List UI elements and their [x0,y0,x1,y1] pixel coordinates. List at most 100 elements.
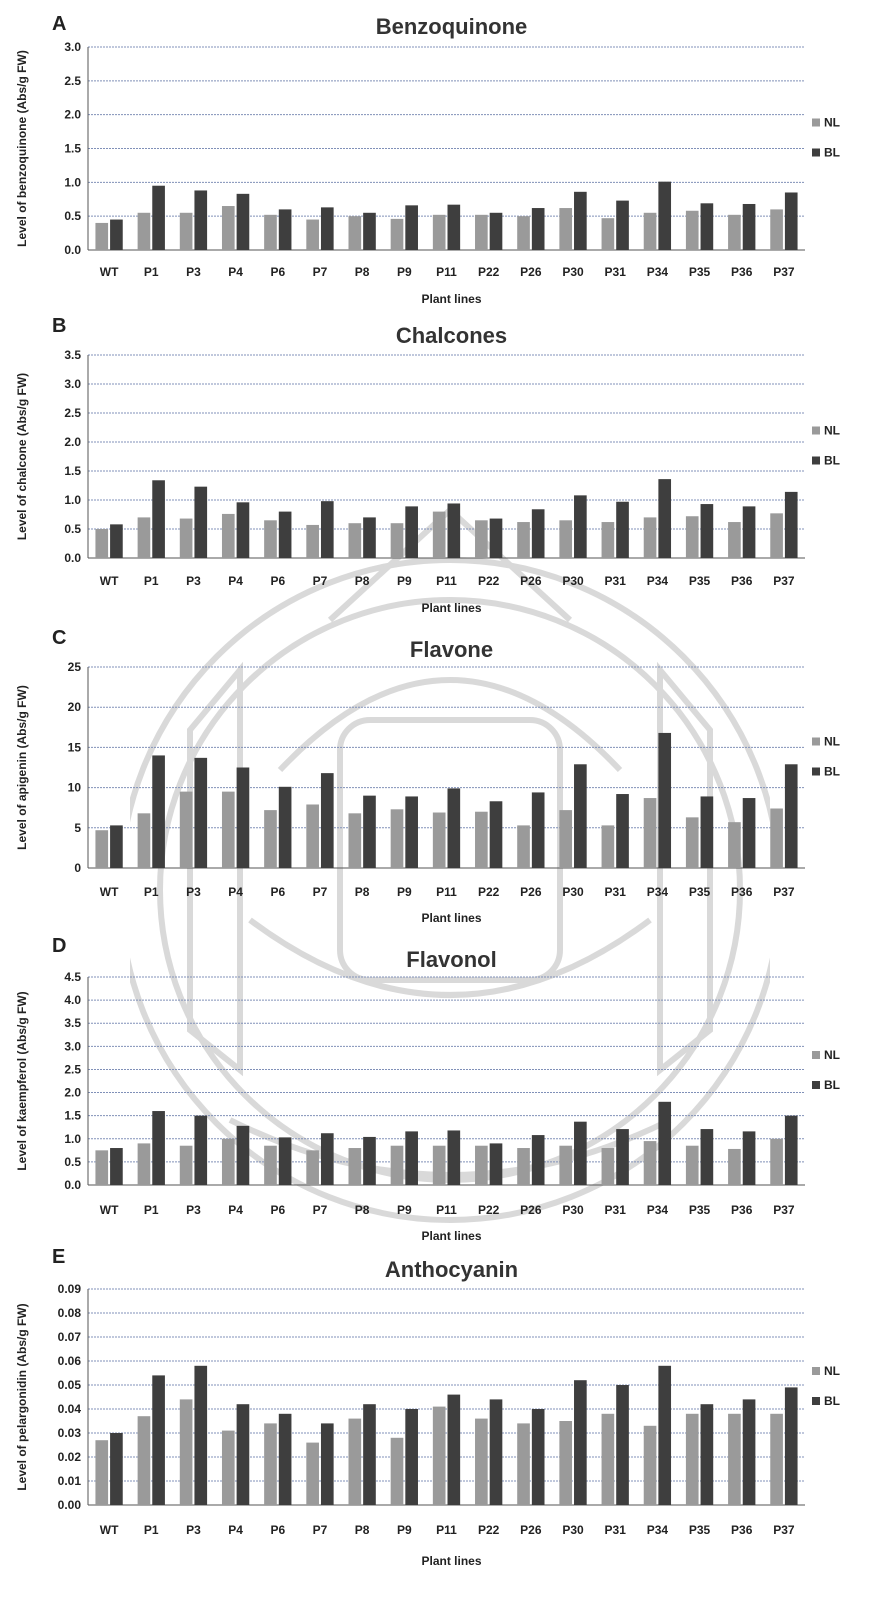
x-category-label: P9 [397,1203,412,1217]
x-category-label: P22 [478,1523,500,1537]
x-category-label: P26 [520,885,542,899]
bar-bl [616,200,629,250]
x-category-label: P30 [562,885,584,899]
x-category-label: P35 [689,1203,711,1217]
x-category-label: P22 [478,574,500,588]
bar-bl [447,788,461,868]
y-tick-label: 3.5 [64,348,81,362]
bar-bl [742,1399,756,1505]
bar-bl [152,755,165,868]
legend-swatch-nl [812,118,820,127]
bar-nl [221,791,235,868]
legend-swatch-nl [812,1367,820,1375]
x-category-label: WT [100,265,119,279]
y-tick-label: 3.0 [64,377,81,391]
bar-nl [348,813,362,868]
legend-label: BL [824,454,840,468]
x-category-label: P34 [647,1523,669,1537]
x-category-label: P30 [562,574,584,588]
y-axis-label: Level of kaempferol (Abs/g FW) [15,991,29,1170]
bar-nl [95,1150,109,1185]
bar-nl [685,1413,699,1505]
bar-bl [405,1131,418,1185]
x-category-label: P6 [270,1523,285,1537]
legend-label: BL [824,146,840,160]
panel-letter: E [52,1246,65,1268]
bar-bl [574,1121,587,1185]
x-category-label: P3 [186,265,201,279]
bar-bl [110,524,123,558]
chart-panel: E Anthocyanin 0.00 0.01 0.02 0.03 0.04 0.05 0.06… [15,1246,840,1568]
bar-bl [278,786,292,868]
bar-nl [728,1413,741,1505]
bar-bl [447,204,461,250]
bar-bl [236,767,250,868]
bar-nl [95,830,109,868]
bar-bl [405,205,418,250]
x-category-label: P6 [270,1203,285,1217]
chart-title: Benzoquinone [376,14,528,39]
bar-nl [221,513,235,558]
y-tick-label: 2.0 [64,1086,81,1100]
x-category-label: P1 [144,265,159,279]
bar-bl [363,517,376,558]
bar-nl [559,1421,573,1505]
x-category-label: P1 [144,1203,159,1217]
legend-swatch-nl [812,1051,820,1059]
bar-bl [700,796,714,868]
x-category-label: WT [100,1203,119,1217]
y-tick-label: 3.0 [64,40,81,54]
bar-nl [728,522,741,558]
x-category-label: P8 [355,1523,370,1537]
chart-title: Anthocyanin [385,1257,518,1282]
y-tick-label: 4.5 [64,970,81,984]
bar-nl [348,1148,362,1185]
x-category-label: P36 [731,1523,753,1537]
bar-bl [320,1423,334,1505]
y-tick-label: 0.08 [58,1306,82,1320]
bar-nl [179,212,193,250]
legend-label: NL [824,1364,840,1378]
bar-nl [221,206,235,250]
x-category-label: P11 [436,1203,457,1217]
bar-nl [475,520,488,558]
x-category-label: P22 [478,1203,500,1217]
y-tick-label: 0.5 [64,209,81,223]
panel-letter: B [52,315,66,337]
bar-nl [432,214,446,250]
bar-nl [348,1418,362,1505]
y-tick-label: 1.5 [64,464,81,478]
y-tick-label: 0.0 [64,1178,81,1192]
legend-label: BL [824,1078,840,1092]
bar-nl [559,1145,573,1185]
bar-nl [601,1148,615,1185]
bar-nl [95,222,109,250]
x-category-label: P34 [647,265,669,279]
x-category-label: P30 [562,1203,584,1217]
legend-label: NL [824,424,840,438]
x-category-label: P7 [313,265,328,279]
x-category-label: P36 [731,265,753,279]
bar-nl [179,1145,193,1185]
bar-bl [194,757,208,868]
bar-bl [700,1129,714,1185]
y-tick-label: 1.0 [64,175,81,189]
bar-nl [264,1423,277,1505]
x-category-label: WT [100,1523,119,1537]
y-tick-label: 2.5 [64,74,81,88]
x-axis-label: Plant lines [421,292,481,306]
x-category-label: P9 [397,885,412,899]
chart-panel: C Flavone 0 5 10 15 20 25 WT P1 P3 P4 P6 P7 P8 P9 P11 P22… [15,627,840,925]
bar-nl [95,1440,109,1505]
x-category-label: P1 [144,885,159,899]
x-category-label: P1 [144,574,159,588]
x-category-label: P26 [520,1203,542,1217]
bar-nl [475,214,488,250]
bar-bl [405,506,418,558]
bar-nl [685,516,699,558]
bar-nl [390,809,404,868]
x-category-label: P34 [647,885,669,899]
x-category-label: P9 [397,1523,412,1537]
x-category-label: P35 [689,885,711,899]
x-category-label: P35 [689,265,711,279]
